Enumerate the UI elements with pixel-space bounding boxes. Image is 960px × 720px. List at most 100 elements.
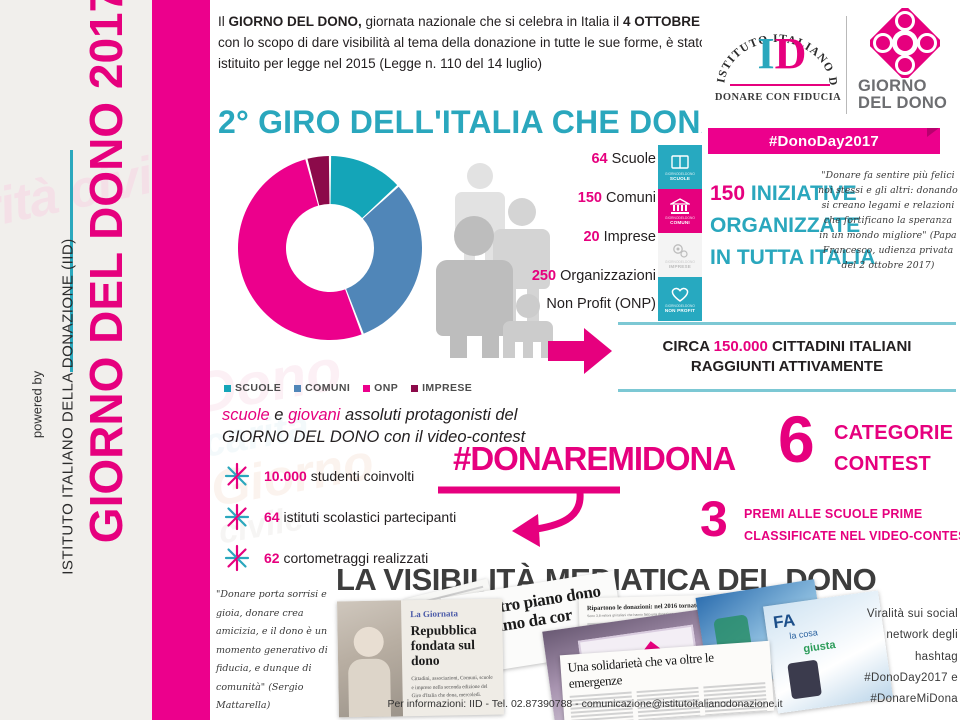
stat-row: 250 Organizzazioni — [460, 267, 656, 286]
people-silhouettes-icon — [432, 158, 567, 360]
iid-letter-i: I — [757, 29, 775, 78]
categorie-line1: CATEGORIE — [834, 422, 954, 444]
categorie-callout: 6 CATEGORIE CONTEST — [778, 406, 958, 482]
bullet-number: 10.000 — [264, 467, 307, 484]
stat-label: Scuole — [607, 151, 656, 167]
iniziative-line3: IN TUTTA ITALIA — [710, 245, 876, 269]
stat-label: Comuni — [602, 189, 656, 206]
legend-label: IMPRESE — [422, 382, 473, 394]
giovani-word: giovani — [288, 406, 341, 424]
iid-letters: ID — [738, 32, 826, 76]
powered-by-label: powered by — [29, 370, 45, 439]
intro-bold-title: GIORNO DEL DONO, — [228, 14, 362, 29]
circa-callout: CIRCA 150.000 CITTADINI ITALIANI RAGGIUN… — [618, 322, 956, 392]
virality-line1: Viralità sui social — [866, 608, 958, 620]
pink-accent-stripe — [152, 0, 210, 720]
list-item: 64 istituti scolastici partecipanti — [222, 496, 522, 537]
bullet-number: 64 — [264, 508, 280, 525]
iniziative-line2: ORGANIZZATE — [710, 213, 861, 237]
category-badges: GIORNODELDONO SCUOLE GIORNODELDONO COMUNI GI… — [658, 145, 702, 321]
virality-line3: hashtag — [914, 650, 958, 663]
badge-imprese[interactable]: GIORNODELDONO IMPRESE — [658, 233, 702, 277]
curved-arrow-icon — [430, 468, 640, 558]
stat-row: Non Profit (ONP) — [460, 295, 656, 314]
clipping-kicker: La Giornata — [410, 608, 459, 620]
badge-sub: GIORNODELDONO — [665, 216, 695, 220]
gdd-line2: DEL DONO — [858, 94, 948, 113]
categorie-lines: CATEGORIE CONTEST — [834, 418, 953, 480]
scuole-word: scuole — [222, 406, 270, 424]
legend-item-scuole: SCUOLE — [224, 382, 281, 394]
mattarella-quote: "Donare porta sorrisi e gioia, donare cr… — [216, 589, 328, 712]
legend-swatch — [363, 384, 371, 392]
virality-line4: #DonoDay2017 e — [864, 671, 958, 684]
premi-number: 3 — [700, 491, 728, 547]
star-bullet-icon — [222, 461, 252, 491]
rule-bottom — [618, 389, 956, 392]
heart-icon — [671, 287, 689, 302]
star-bullet-icon — [222, 502, 252, 532]
bullet-text: 10.000 studenti coinvolti — [264, 467, 415, 484]
legend-label: ONP — [374, 382, 399, 394]
virality-line2: network degli — [886, 629, 958, 642]
premi-lines: PREMI ALLE SCUOLE PRIME CLASSIFICATE NEL… — [744, 504, 960, 548]
legend-label: COMUNI — [305, 382, 351, 394]
iniziative-callout: 150 INIZIATIVE ORGANIZZATE IN TUTTA ITAL… — [710, 178, 895, 274]
categorie-number: 6 — [778, 402, 815, 476]
donut-slice-imprese — [307, 156, 330, 206]
badge-comuni[interactable]: GIORNODELDONO COMUNI — [658, 189, 702, 233]
bullet-text: 64 istituti scolastici partecipanti — [264, 508, 457, 525]
pope-francis-quote: "Donare fa sentire più felici noi stessi… — [818, 170, 958, 272]
virality-line5: #DonareMiDona — [870, 693, 958, 706]
stat-number: 250 — [531, 267, 557, 284]
intro-paragraph: Il GIORNO DEL DONO, giornata nazionale c… — [218, 12, 718, 75]
legend-item-onp: ONP — [363, 382, 398, 394]
iid-ring-text: ISTITUTO ITALIANO DONAZIONE — [709, 7, 840, 112]
virality-text: Viralità sui social network degli hashta… — [810, 604, 958, 710]
organization-name: ISTITUTO ITALIANO DELLA DONAZIONE (IID) — [59, 238, 77, 575]
scuole-giovani-line: scuole e giovani assoluti protagonisti d… — [222, 404, 532, 449]
badge-label: NON PROFIT — [664, 308, 696, 313]
logo-rule — [730, 84, 830, 86]
circa-pre: CIRCA — [662, 337, 714, 355]
legend-swatch — [224, 384, 231, 392]
section-title-giro: 2° GIRO DELL'ITALIA CHE DONA — [218, 104, 725, 140]
circa-line2: RAGGIUNTI ATTIVAMENTE — [690, 357, 884, 375]
intro-part3: con lo scopo di dare visibilità al tema … — [218, 34, 707, 71]
badge-sub: GIORNODELDONO — [665, 260, 695, 264]
chart-legend: SCUOLE COMUNI ONP IMPRESE — [224, 382, 472, 394]
ribbon-fold — [927, 128, 939, 137]
iniziative-number: 150 — [710, 182, 746, 205]
bullet-number: 62 — [264, 549, 280, 566]
gdd-line1: GIORNO — [858, 77, 927, 95]
rule-top — [618, 322, 956, 325]
stat-label: Non Profit (ONP) — [546, 296, 656, 313]
legend-item-comuni: COMUNI — [294, 382, 350, 394]
logo-divider — [846, 16, 847, 114]
stat-number: 150 — [577, 189, 602, 206]
circa-post: CITTADINI ITALIANI — [767, 337, 912, 355]
stat-row: 150 Comuni — [460, 189, 656, 208]
premi-line1: PREMI ALLE SCUOLE PRIME — [744, 507, 923, 521]
gdd-logo-text: GIORNO DEL DONO — [858, 77, 950, 113]
donut-slice-comuni — [346, 186, 422, 334]
circa-number: 150.000 — [713, 337, 768, 355]
badge-non-profit[interactable]: GIORNODELDONO NON PROFIT — [658, 277, 702, 321]
donoday-hashtag-bar: #DonoDay2017 — [708, 128, 940, 154]
legend-swatch — [294, 384, 302, 392]
bullet-list: 10.000 studenti coinvolti 64 istituti sco… — [222, 455, 522, 578]
iniziative-word: INIZIATIVE — [745, 182, 857, 205]
donut-slice-onp — [237, 159, 362, 340]
logo-block: ISTITUTO ITALIANO DONAZIONE ID DONARE CO… — [702, 4, 952, 156]
footer-contact: Per informazioni: IID - Tel. 02.87390788… — [387, 698, 783, 710]
badge-sub: GIORNODELDONO — [665, 172, 695, 176]
star-bullet-icon — [222, 543, 252, 573]
gears-icon — [673, 244, 688, 258]
stats-list: 64 Scuole 150 Comuni 20 Imprese 250 Organiz… — [460, 150, 656, 334]
intro-part2: giornata nazionale che si celebra in Ita… — [361, 14, 623, 29]
clipping-headline: Repubblica fondata sul dono — [410, 622, 477, 669]
diamond-flower-icon — [866, 4, 944, 82]
list-item: 62 cortometraggi realizzati — [222, 537, 522, 578]
badge-scuole[interactable]: GIORNODELDONO SCUOLE — [658, 145, 702, 189]
legend-label: SCUOLE — [235, 382, 282, 394]
